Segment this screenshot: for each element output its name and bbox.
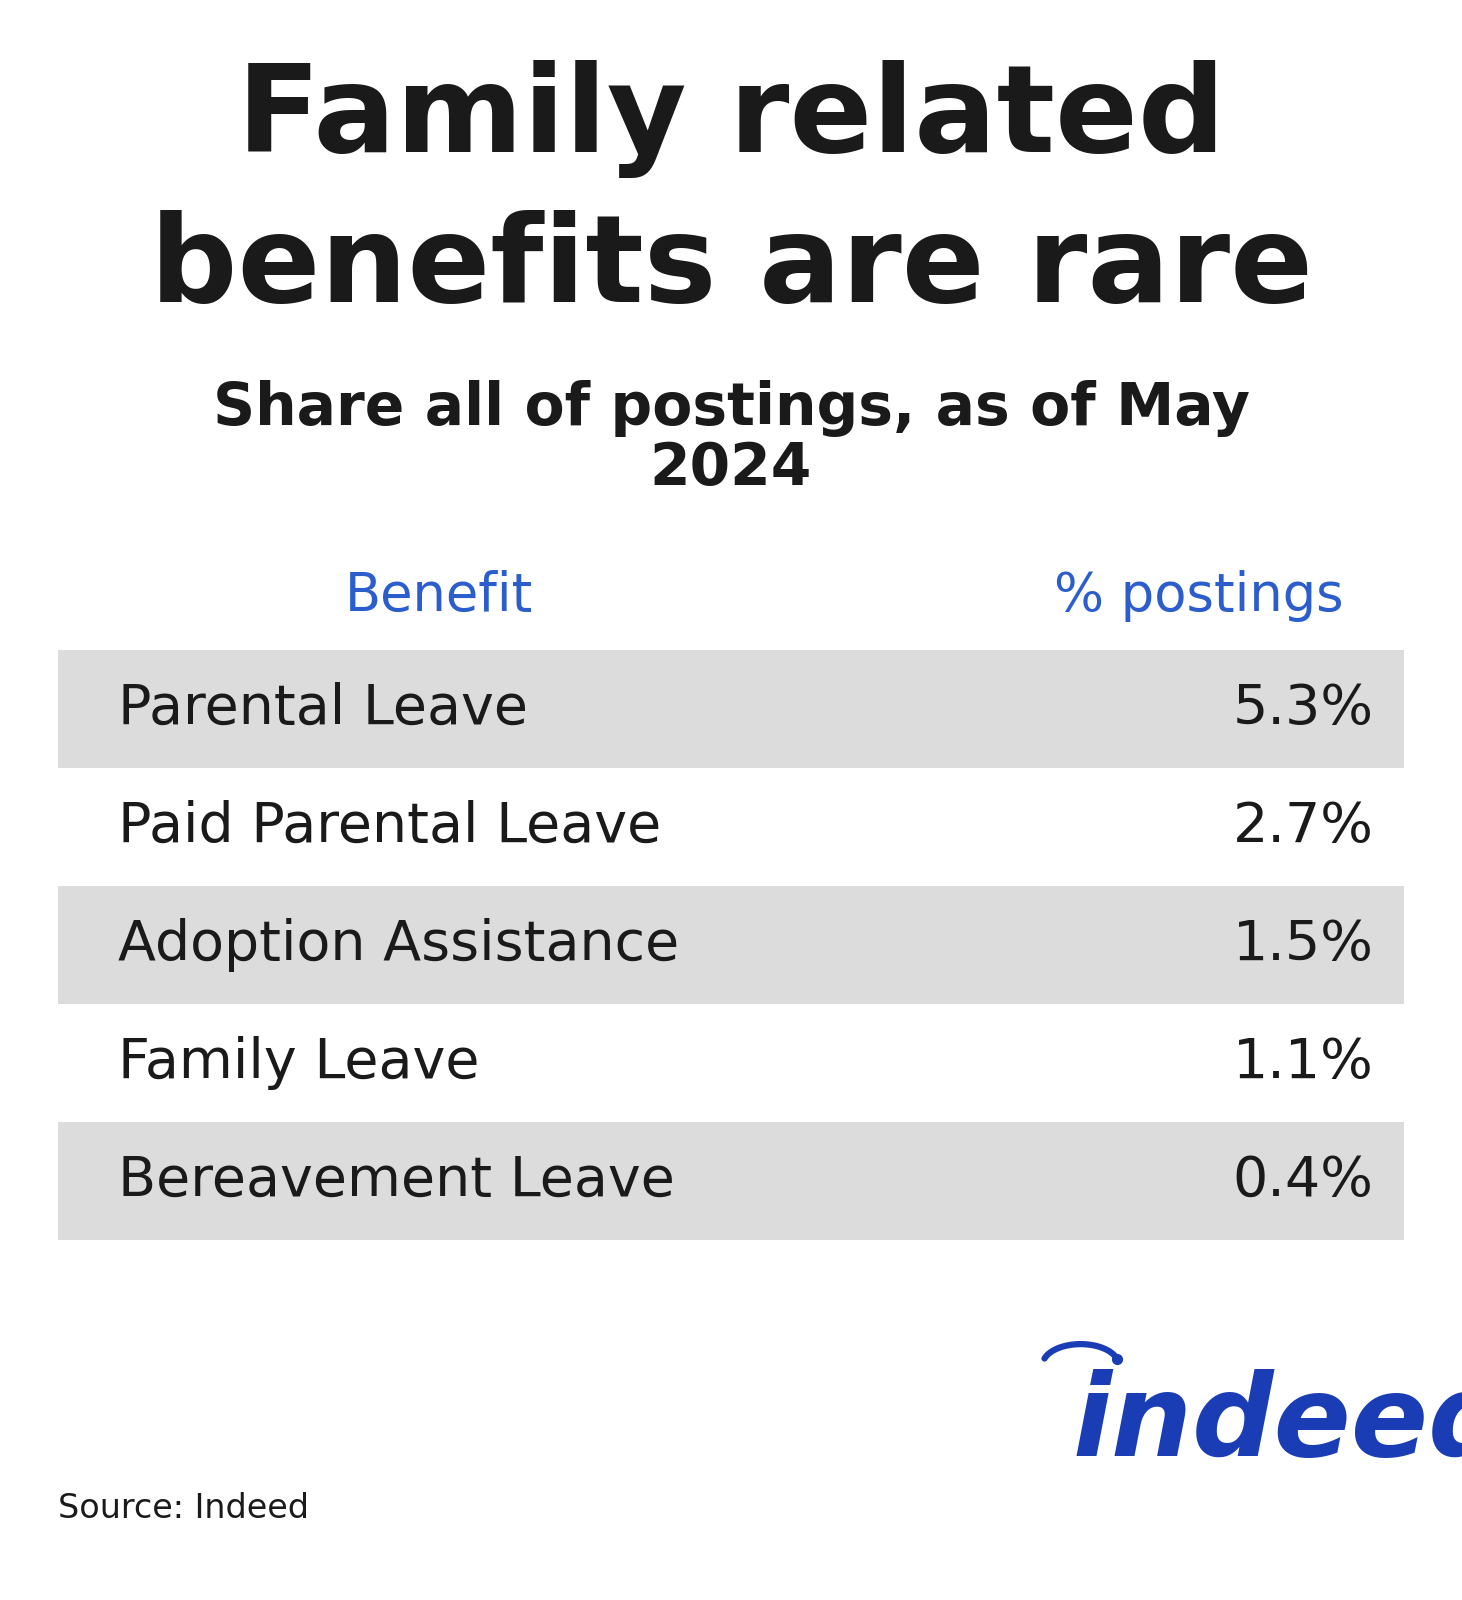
Text: 2024: 2024 bbox=[649, 440, 813, 498]
Text: Share all of postings, as of May: Share all of postings, as of May bbox=[212, 379, 1250, 437]
Text: Source: Indeed: Source: Indeed bbox=[58, 1491, 310, 1525]
Text: 1.1%: 1.1% bbox=[1232, 1037, 1373, 1090]
Text: Benefit: Benefit bbox=[345, 570, 532, 622]
Text: Parental Leave: Parental Leave bbox=[118, 682, 528, 736]
Text: 1.5%: 1.5% bbox=[1232, 918, 1373, 971]
Text: Adoption Assistance: Adoption Assistance bbox=[118, 918, 680, 971]
Bar bbox=[58, 1122, 1404, 1240]
Text: benefits are rare: benefits are rare bbox=[149, 210, 1313, 326]
Bar bbox=[58, 768, 1404, 886]
Text: Family related: Family related bbox=[237, 59, 1225, 178]
Text: % postings: % postings bbox=[1054, 570, 1344, 622]
Bar bbox=[58, 886, 1404, 1005]
Bar bbox=[58, 650, 1404, 768]
Text: 2.7%: 2.7% bbox=[1232, 800, 1373, 854]
Text: indeed: indeed bbox=[1073, 1370, 1462, 1480]
Text: Paid Parental Leave: Paid Parental Leave bbox=[118, 800, 662, 854]
Text: 5.3%: 5.3% bbox=[1232, 682, 1373, 736]
Bar bbox=[58, 1005, 1404, 1122]
Text: Family Leave: Family Leave bbox=[118, 1037, 480, 1090]
Text: 0.4%: 0.4% bbox=[1232, 1154, 1373, 1208]
Text: Bereavement Leave: Bereavement Leave bbox=[118, 1154, 675, 1208]
